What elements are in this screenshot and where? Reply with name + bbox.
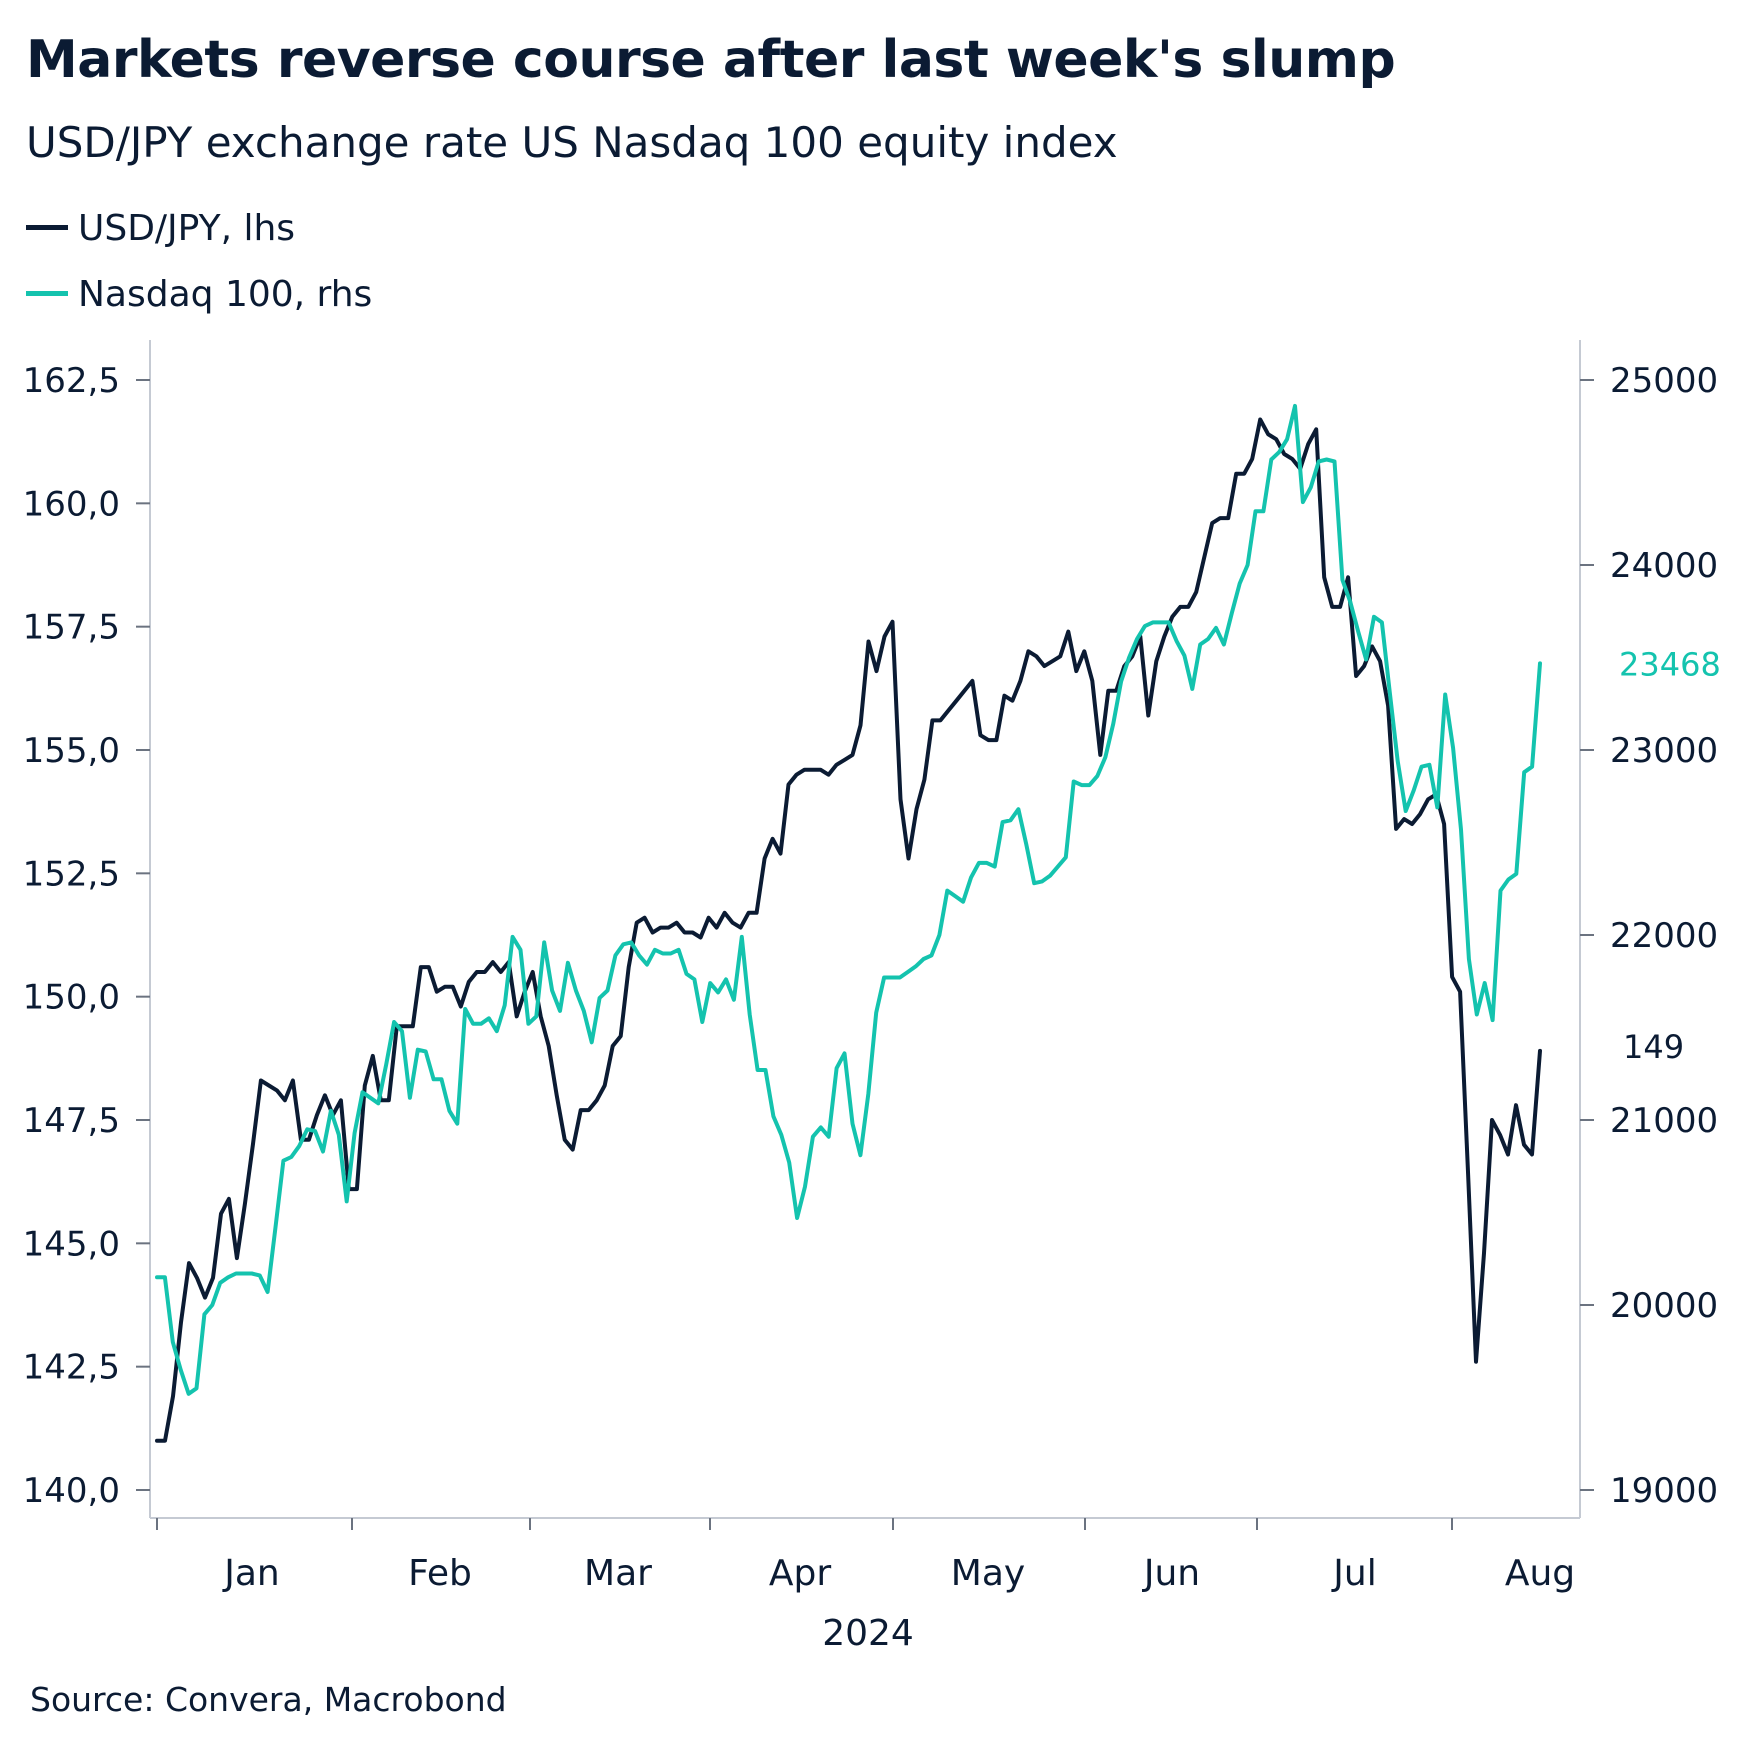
x-tick-label: Aug	[1505, 1553, 1575, 1594]
legend-label-nasdaq: Nasdaq 100, rhs	[78, 274, 373, 315]
left-tick-label: 152,5	[23, 854, 120, 894]
x-axis-year-label: 2024	[822, 1613, 914, 1654]
legend-nasdaq: Nasdaq 100, rhs	[26, 274, 372, 315]
nasdaq-series-line	[155, 403, 1542, 1396]
left-tick-label: 147,5	[23, 1101, 120, 1141]
right-tick-label: 24000	[1610, 546, 1718, 586]
x-tick-label: Jul	[1331, 1553, 1376, 1594]
right-tick-label: 23000	[1610, 731, 1718, 771]
x-tick-label: Feb	[408, 1553, 472, 1594]
left-tick-label: 155,0	[23, 731, 120, 771]
nasdaq-last-value-label: 23468	[1619, 645, 1721, 683]
legend-swatch-usdjpy	[26, 224, 68, 230]
x-tick-label: Jan	[222, 1553, 280, 1594]
left-tick-label: 145,0	[23, 1224, 120, 1264]
chart-title: Markets reverse course after last week's…	[26, 30, 1396, 90]
right-tick-label: 20000	[1610, 1286, 1718, 1326]
usdjpy-last-value-label: 149	[1623, 1028, 1684, 1066]
legend-usdjpy: USD/JPY, lhs	[26, 208, 295, 249]
left-tick-label: 160,0	[23, 484, 120, 524]
right-tick-label: 25000	[1610, 361, 1718, 401]
left-tick-label: 150,0	[23, 978, 120, 1018]
chart-subtitle: USD/JPY exchange rate US Nasdaq 100 equi…	[26, 118, 1118, 167]
chart-source: Source: Convera, Macrobond	[30, 1680, 507, 1719]
right-tick-label: 21000	[1610, 1101, 1718, 1141]
right-tick-label: 22000	[1610, 916, 1718, 956]
x-tick-label: Mar	[584, 1553, 652, 1594]
usdjpy-series-line	[155, 417, 1542, 1443]
legend-label-usdjpy: USD/JPY, lhs	[78, 208, 296, 249]
chart-lines	[155, 403, 1542, 1443]
left-tick-label: 157,5	[23, 608, 120, 648]
chart-axes	[136, 340, 1594, 1530]
x-tick-label: Apr	[769, 1553, 831, 1594]
chart-labels: 140,0 142,5 145,0 147,5 150,0 152,5 155,0 157,5…	[23, 361, 1721, 1654]
x-tick-label: Jun	[1142, 1553, 1200, 1594]
right-tick-label: 19000	[1610, 1471, 1718, 1511]
left-tick-label: 162,5	[23, 361, 120, 401]
legend-swatch-nasdaq	[26, 290, 68, 296]
x-tick-label: May	[951, 1553, 1025, 1594]
left-tick-label: 142,5	[23, 1348, 120, 1388]
left-tick-label: 140,0	[23, 1471, 120, 1511]
